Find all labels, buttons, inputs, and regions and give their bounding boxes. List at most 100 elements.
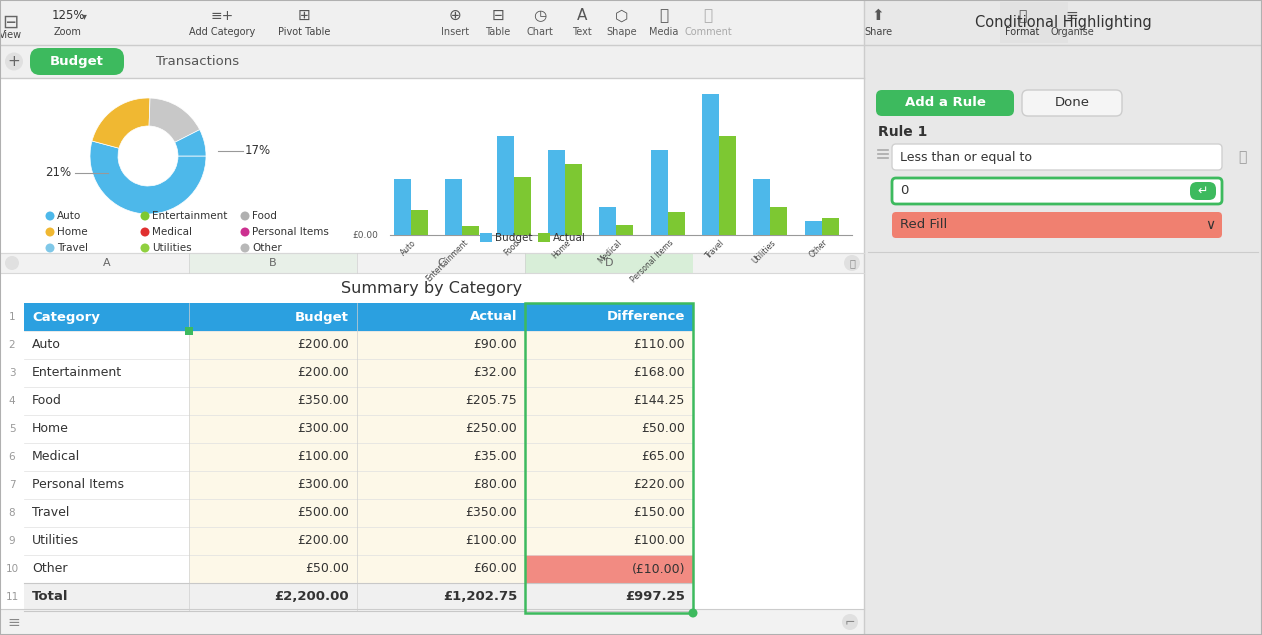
Text: £50.00: £50.00: [641, 422, 685, 436]
Text: Food: Food: [32, 394, 62, 408]
Text: Travel: Travel: [704, 238, 727, 260]
Text: Home: Home: [550, 238, 573, 260]
Bar: [462, 226, 480, 235]
Text: £168.00: £168.00: [634, 366, 685, 380]
Text: 10: 10: [5, 564, 19, 574]
Text: Utilities: Utilities: [751, 238, 777, 265]
Text: (£10.00): (£10.00): [631, 563, 685, 575]
Bar: [357, 359, 525, 387]
Bar: [357, 471, 525, 499]
Text: Medical: Medical: [151, 227, 192, 237]
Circle shape: [140, 227, 149, 236]
Circle shape: [140, 243, 149, 253]
Bar: [189, 331, 357, 359]
Text: £150.00: £150.00: [634, 507, 685, 519]
FancyBboxPatch shape: [892, 144, 1222, 170]
Bar: [189, 527, 357, 555]
Text: ⬆: ⬆: [872, 8, 885, 23]
Text: Add a Rule: Add a Rule: [905, 97, 986, 109]
Bar: [24, 387, 189, 415]
Text: Done: Done: [1055, 97, 1089, 109]
Text: Utilities: Utilities: [151, 243, 192, 253]
Bar: [822, 218, 839, 235]
Text: ⊟: ⊟: [492, 8, 505, 23]
Bar: [538, 233, 550, 242]
Bar: [24, 415, 189, 443]
FancyBboxPatch shape: [892, 212, 1222, 238]
Bar: [189, 499, 357, 527]
Text: 17%: 17%: [245, 145, 271, 157]
FancyBboxPatch shape: [1190, 182, 1217, 200]
Bar: [525, 359, 693, 387]
Text: 🔧: 🔧: [1018, 9, 1026, 23]
Bar: [525, 387, 693, 415]
Bar: [0, 0, 1262, 45]
Wedge shape: [149, 98, 199, 142]
Bar: [24, 359, 189, 387]
Bar: [189, 471, 357, 499]
Bar: [24, 499, 189, 527]
Text: Other: Other: [808, 238, 829, 260]
Text: ⬡: ⬡: [616, 8, 628, 23]
Text: Organise: Organise: [1050, 27, 1094, 37]
Text: Conditional Highlighting: Conditional Highlighting: [974, 15, 1151, 30]
Text: Less than or equal to: Less than or equal to: [900, 150, 1032, 163]
Text: A: A: [102, 258, 110, 268]
Bar: [514, 177, 530, 235]
Text: £144.25: £144.25: [634, 394, 685, 408]
Text: 1: 1: [9, 312, 15, 322]
Circle shape: [45, 227, 54, 236]
Text: 5: 5: [9, 424, 15, 434]
Bar: [189, 555, 357, 583]
Text: Red Fill: Red Fill: [900, 218, 948, 232]
Bar: [357, 499, 525, 527]
Text: +: +: [8, 54, 20, 69]
Text: View: View: [0, 30, 21, 40]
Text: £200.00: £200.00: [298, 535, 350, 547]
Bar: [24, 331, 189, 359]
Text: £100.00: £100.00: [298, 450, 350, 464]
Text: Chart: Chart: [526, 27, 554, 37]
Bar: [186, 327, 193, 335]
Text: Home: Home: [57, 227, 87, 237]
Text: Medical: Medical: [597, 238, 623, 265]
Bar: [668, 213, 685, 235]
Text: 11: 11: [5, 592, 19, 602]
Bar: [599, 207, 616, 235]
Bar: [357, 331, 525, 359]
Bar: [525, 527, 693, 555]
Bar: [525, 499, 693, 527]
Text: Insert: Insert: [440, 27, 469, 37]
Bar: [189, 359, 357, 387]
Text: ≡: ≡: [8, 615, 20, 629]
Text: 💬: 💬: [703, 8, 713, 23]
Text: ∨: ∨: [1205, 218, 1215, 232]
Text: £250.00: £250.00: [466, 422, 517, 436]
Bar: [770, 207, 787, 235]
Text: Media: Media: [650, 27, 679, 37]
Text: ⌐: ⌐: [844, 615, 856, 629]
Text: Other: Other: [32, 563, 67, 575]
Text: Budget: Budget: [50, 55, 103, 68]
Circle shape: [241, 211, 250, 220]
Text: Actual: Actual: [469, 311, 517, 323]
Text: £100.00: £100.00: [634, 535, 685, 547]
Text: £50.00: £50.00: [305, 563, 350, 575]
Text: Entertainment: Entertainment: [424, 238, 469, 284]
Text: Personal Items: Personal Items: [32, 479, 124, 491]
Text: ⬜: ⬜: [660, 8, 669, 23]
Bar: [189, 415, 357, 443]
Bar: [719, 137, 736, 235]
Text: £32.00: £32.00: [473, 366, 517, 380]
Bar: [525, 253, 693, 273]
Text: £110.00: £110.00: [634, 338, 685, 352]
Text: Travel: Travel: [57, 243, 88, 253]
Text: Travel: Travel: [32, 507, 69, 519]
Text: Auto: Auto: [399, 238, 419, 257]
Text: £205.75: £205.75: [466, 394, 517, 408]
Text: ⊞: ⊞: [298, 8, 310, 23]
Text: £80.00: £80.00: [473, 479, 517, 491]
Bar: [497, 137, 514, 235]
Bar: [357, 253, 525, 273]
Bar: [445, 178, 462, 235]
